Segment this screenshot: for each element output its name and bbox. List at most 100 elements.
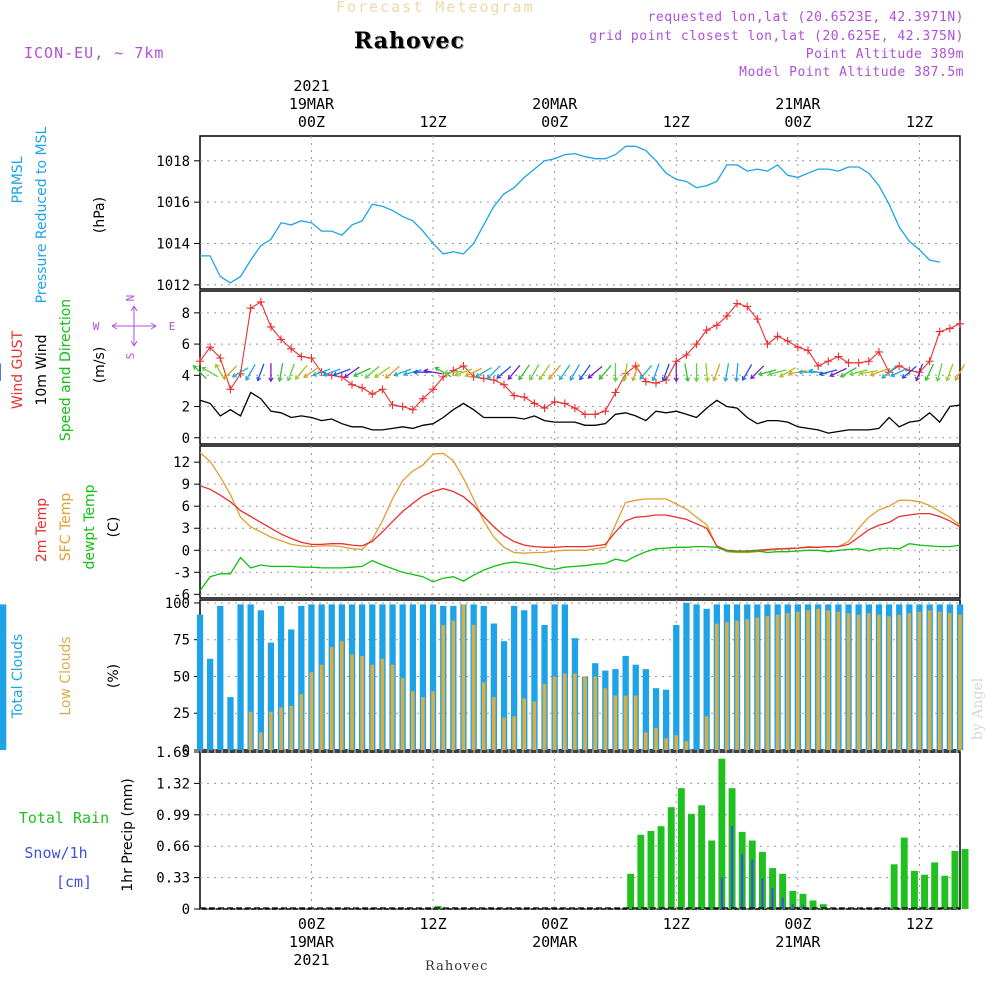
wind-direction-arrow — [278, 363, 284, 382]
low-cloud-bar — [583, 676, 587, 750]
total-cloud-bar — [673, 625, 680, 750]
rain-bar — [961, 849, 969, 909]
wind-arrow-head — [945, 376, 951, 382]
low-cloud-bar — [259, 732, 263, 750]
rain-bar — [809, 900, 817, 909]
point-altitude: Point Altitude 389m — [805, 47, 964, 62]
pressure-ytick-label: 1012 — [156, 278, 190, 294]
panel-frame-2 — [199, 445, 961, 599]
gust-marker — [297, 352, 306, 361]
clouds-ytick-label: 25 — [173, 706, 190, 722]
wind-arrow-head — [486, 374, 492, 380]
low-cloud-bar — [319, 664, 324, 750]
wind-arrow-head — [474, 372, 480, 378]
gust-marker — [429, 385, 438, 394]
wind-arrow-head — [518, 375, 524, 381]
compass-s: S — [124, 353, 137, 360]
wind-arrow-head — [598, 375, 604, 380]
rain-bar — [921, 874, 928, 909]
wind-direction-arrow — [768, 369, 787, 376]
wind-direction-arrow — [890, 367, 908, 377]
low-cloud-bar — [664, 738, 668, 750]
gust-marker — [500, 380, 508, 389]
wind-arrow-head — [223, 374, 229, 380]
wind-arrow-head — [256, 376, 262, 382]
clouds-unit-label: (%) — [106, 664, 122, 688]
total-cloud-bar — [500, 641, 508, 750]
wind-direction-arrow — [724, 363, 730, 382]
rain-bar — [941, 875, 949, 909]
low-cloud-bar — [350, 654, 354, 750]
wind-arrow-head — [935, 376, 941, 382]
wind-label: 10m Wind — [34, 334, 50, 405]
wind-arrow-head — [639, 375, 645, 380]
gust-marker — [449, 366, 458, 375]
bottom-time-tick-label: 12Z — [420, 915, 447, 933]
panel-frame-0 — [199, 135, 961, 290]
total-cloud-bar — [227, 697, 234, 750]
low-cloud-bar — [917, 611, 922, 750]
precip-ytick-label: 0 — [182, 902, 190, 918]
temp-ytick-label: -6 — [173, 587, 190, 603]
gust-marker — [874, 347, 883, 356]
total-cloud-bar — [663, 689, 670, 750]
wind-direction-arrow — [454, 368, 473, 376]
low-cloud-bar — [816, 608, 820, 750]
low-cloud-bar — [735, 620, 739, 750]
total-cloud-bar — [257, 610, 264, 750]
wind-arrow-head — [201, 366, 207, 372]
wind-direction-arrow — [902, 365, 917, 379]
wind-arrow-head — [393, 371, 399, 377]
gust-marker — [793, 343, 802, 352]
wind-arrow-head — [733, 377, 740, 383]
clouds-ytick-label: 50 — [173, 669, 190, 685]
wind-ytick-label: 4 — [182, 368, 190, 384]
gust-marker — [844, 358, 853, 367]
gust-marker — [824, 357, 833, 366]
low-cloud-bar — [552, 676, 557, 750]
clouds-ytick-label: 75 — [173, 633, 190, 649]
wind-arrow-head — [464, 372, 470, 378]
wind-arrow-head — [529, 375, 534, 381]
wind-direction-arrow — [465, 367, 483, 377]
wind-arrow-head — [787, 370, 793, 376]
top-time-tick-label: 12Z — [663, 113, 690, 131]
wind-direction-arrow — [915, 363, 924, 381]
wind-arrow-head — [384, 374, 390, 379]
wind-direction-arrow — [623, 363, 628, 382]
gust-marker — [834, 352, 843, 361]
top-time-tick-label: 00Z — [298, 113, 325, 131]
wind-arrow-head — [612, 377, 619, 383]
wind-direction-arrow — [750, 365, 765, 380]
wind-arrow-head — [797, 369, 803, 375]
wind-arrow-head — [231, 372, 237, 378]
total-cloud-bar — [217, 605, 224, 750]
wind-arrow-head — [631, 376, 637, 382]
total-cloud-bar — [490, 623, 497, 750]
snow-bar — [741, 853, 744, 909]
low-cloud-bar — [431, 691, 435, 750]
wind-arrow-head — [829, 372, 835, 378]
bottom-time-tick-label: 12Z — [663, 915, 690, 933]
location-title: Rahovec — [354, 28, 465, 54]
wind-direction-arrow — [599, 364, 612, 380]
rain-bar — [698, 805, 706, 909]
wind-direction-arrow — [829, 367, 847, 377]
low-cloud-bar — [785, 613, 790, 750]
snow-bar — [801, 905, 804, 909]
gust-marker — [206, 343, 215, 352]
direction-label: Speed and Direction — [58, 299, 74, 441]
rain-bar — [718, 758, 726, 909]
rain-label: Total Rain — [19, 809, 109, 827]
rain-bar — [667, 807, 675, 909]
dewpt-line — [199, 543, 961, 592]
temp-ytick-label: -3 — [173, 565, 190, 581]
wind-arrow-head — [818, 371, 824, 377]
wind-arrow-head — [343, 373, 349, 378]
low-cloud-bar — [603, 688, 608, 750]
gust-marker — [216, 354, 225, 363]
wind-arrow-head — [808, 368, 814, 374]
pressure-unit-label: (hPa) — [92, 197, 108, 233]
gust-marker — [246, 304, 255, 313]
faint-title: Forecast Meteogram — [336, 0, 535, 16]
